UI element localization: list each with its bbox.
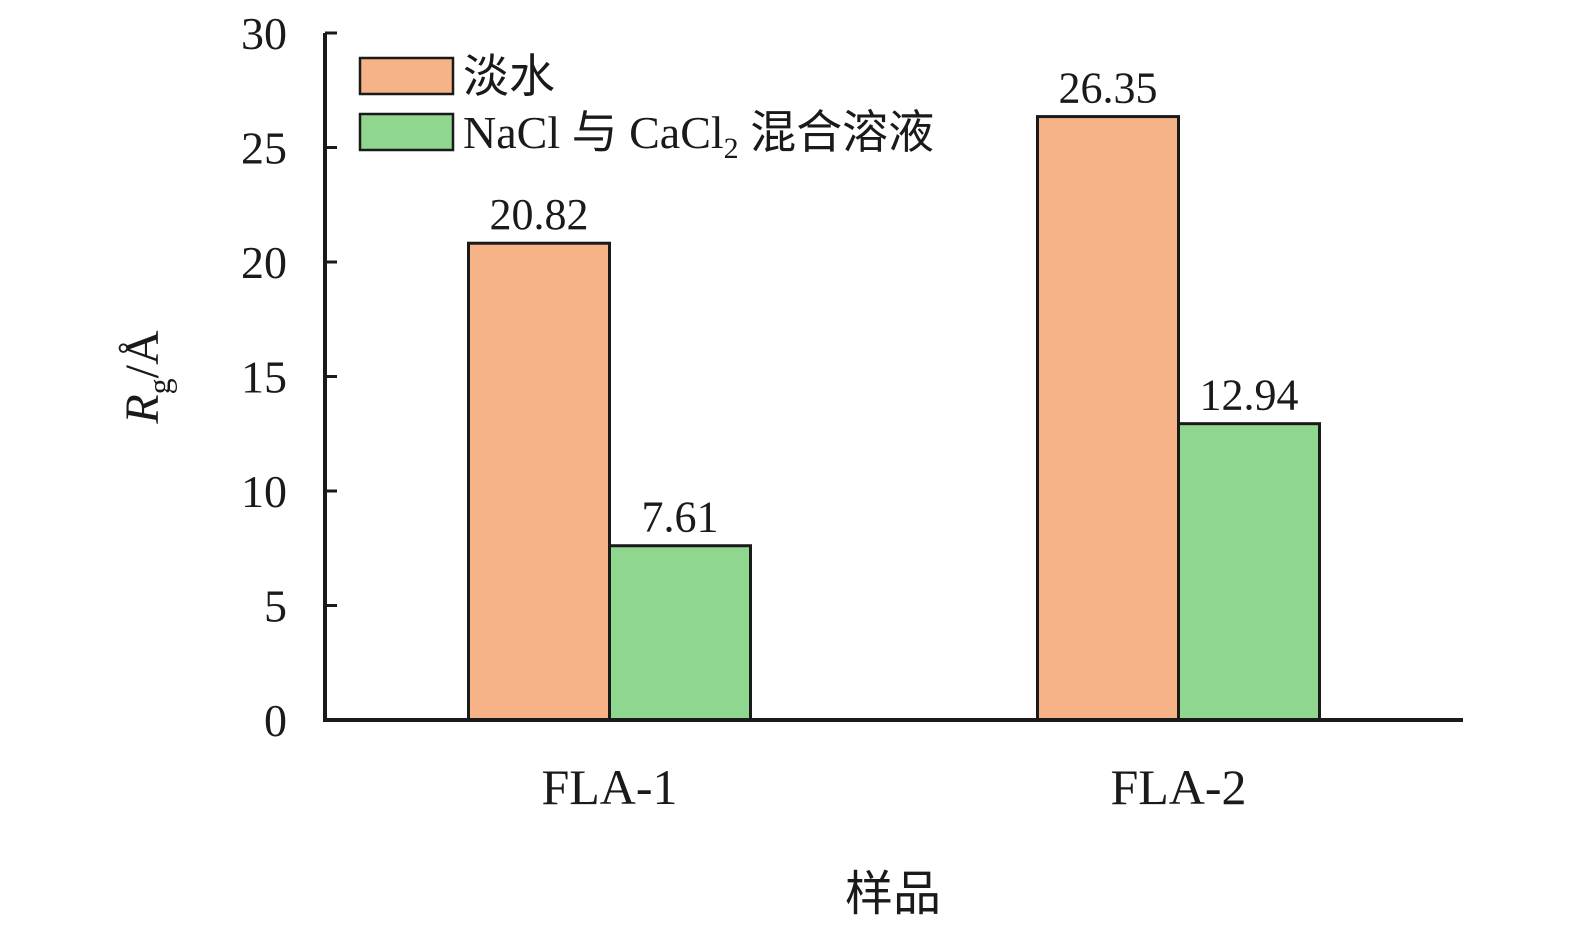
y-tick-label: 20 bbox=[241, 237, 287, 288]
y-axis-title-suffix: /Å bbox=[116, 330, 169, 378]
svg-text:Rg/Å: Rg/Å bbox=[116, 330, 177, 425]
legend-label-series-2-main: NaCl 与 CaCl bbox=[463, 107, 724, 158]
x-category-label-FLA-2: FLA-2 bbox=[1110, 759, 1246, 815]
y-tick-label: 0 bbox=[264, 695, 287, 746]
legend-label-series-2-sub: 2 bbox=[724, 132, 739, 165]
bar-FLA-2-series-1 bbox=[1036, 115, 1180, 722]
y-tick-label: 10 bbox=[241, 466, 287, 517]
y-tick-label: 5 bbox=[264, 581, 287, 632]
x-axis-title: 样品 bbox=[845, 868, 941, 921]
x-category-label-FLA-1: FLA-1 bbox=[541, 759, 677, 815]
legend-swatch-series-1 bbox=[358, 56, 455, 96]
y-tick-label: 15 bbox=[241, 352, 287, 403]
legend-label-series-2-suffix: 混合溶液 bbox=[739, 107, 935, 158]
legend-label-series-1: 淡水 bbox=[463, 51, 555, 102]
data-labels-group: 20.82 7.61 26.35 12.94 bbox=[490, 64, 1299, 542]
data-label-FLA-1-series-1: 20.82 bbox=[490, 190, 589, 239]
y-axis-title-sub: g bbox=[141, 378, 177, 394]
legend: 淡水 NaCl 与 CaCl2 混合溶液 bbox=[358, 51, 934, 165]
data-label-FLA-2-series-1: 26.35 bbox=[1059, 64, 1158, 113]
y-ticks-group: 0 5 10 15 20 25 30 bbox=[241, 8, 337, 746]
bar-FLA-2-series-2 bbox=[1177, 422, 1321, 722]
data-label-FLA-2-series-2: 12.94 bbox=[1200, 371, 1299, 420]
y-axis-title: Rg/Å bbox=[116, 330, 177, 425]
legend-swatch-series-2 bbox=[358, 112, 455, 152]
y-tick-label: 25 bbox=[241, 123, 287, 174]
x-labels-group: FLA-1 FLA-2 bbox=[541, 708, 1247, 815]
data-label-FLA-1-series-2: 7.61 bbox=[642, 493, 719, 542]
bar-FLA-1-series-1 bbox=[467, 241, 611, 722]
y-axis-title-main: R bbox=[116, 394, 169, 424]
legend-label-series-2: NaCl 与 CaCl2 混合溶液 bbox=[463, 107, 934, 165]
bar-FLA-1-series-2 bbox=[608, 544, 752, 722]
y-tick-label: 30 bbox=[241, 8, 287, 59]
bars-group bbox=[467, 115, 1321, 722]
